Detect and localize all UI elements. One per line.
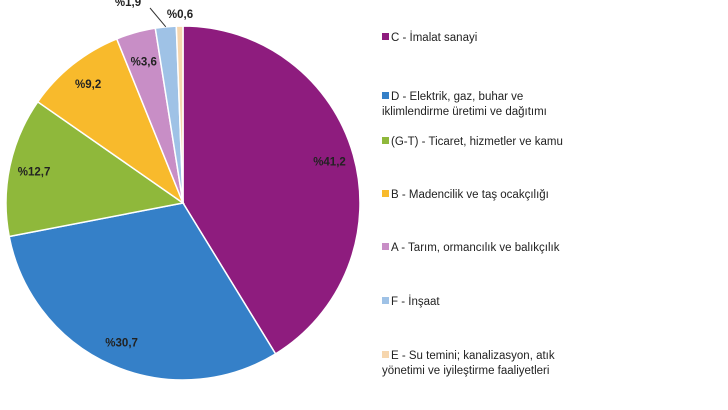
legend-label: E - Su temini; kanalizasyon, atık — [391, 350, 555, 362]
pie-slice-d — [8, 202, 277, 381]
legend-item-e: E - Su temini; kanalizasyon, atık yönetim… — [382, 349, 555, 379]
legend-item-c: C - İmalat sanayi — [382, 31, 477, 46]
legend-label: D - Elektrik, gaz, buhar ve — [391, 91, 524, 103]
legend-item-g-t: (G-T) - Ticaret, hizmetler ve kamu — [382, 135, 563, 150]
legend-item-b: B - Madencilik ve taş ocakçılığı — [382, 188, 549, 203]
pie-slice-g-t — [5, 100, 185, 238]
legend-label-line2: yönetimi ve iyileştirme faaliyetleri — [382, 365, 550, 377]
legend-label: C - İmalat sanayi — [391, 32, 478, 44]
legend-swatch — [382, 137, 389, 144]
data-label-d: %30,7 — [105, 337, 138, 349]
data-label-c: %41,2 — [313, 157, 346, 169]
legend-swatch — [382, 92, 389, 99]
legend-label-line2: iklimlendirme üretimi ve dağıtımı — [382, 106, 547, 118]
pie-slice-e — [175, 25, 184, 204]
legend-swatch — [382, 351, 389, 358]
legend-label: (G-T) - Ticaret, hizmetler ve kamu — [391, 136, 563, 148]
legend-swatch — [382, 190, 389, 197]
legend-label: F - İnşaat — [391, 296, 440, 308]
legend-item-f: F - İnşaat — [382, 295, 440, 310]
data-label-e: %0,6 — [167, 9, 193, 21]
legend-swatch — [382, 297, 389, 304]
data-label-a: %3,6 — [131, 56, 157, 68]
legend-item-d: D - Elektrik, gaz, buhar ve iklimlendirme… — [382, 90, 547, 120]
data-label-g-t: %12,7 — [18, 166, 51, 178]
data-label-f: %1,9 — [115, 0, 141, 9]
legend-swatch — [382, 33, 389, 40]
legend-label: B - Madencilik ve taş ocakçılığı — [391, 189, 549, 201]
leader-line — [149, 7, 167, 28]
pie-slice-b — [36, 37, 185, 206]
data-label-b: %9,2 — [75, 79, 101, 91]
pie-slice-c — [182, 25, 361, 355]
legend-item-a: A - Tarım, ormancılık ve balıkçılık — [382, 241, 560, 256]
legend-swatch — [382, 243, 389, 250]
legend-label: A - Tarım, ormancılık ve balıkçılık — [391, 242, 560, 254]
